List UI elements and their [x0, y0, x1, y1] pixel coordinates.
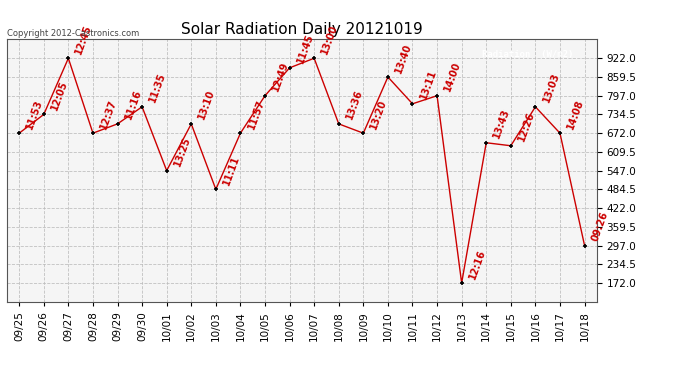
Text: 13:36: 13:36 — [344, 88, 364, 121]
Point — [407, 101, 418, 107]
Text: 11:11: 11:11 — [221, 154, 242, 187]
Point — [161, 168, 172, 174]
Point — [431, 93, 442, 99]
Text: 13:03: 13:03 — [541, 72, 561, 104]
Point — [555, 130, 566, 136]
Text: 13:20: 13:20 — [369, 98, 389, 130]
Text: 11:45: 11:45 — [295, 33, 315, 65]
Text: 11:16: 11:16 — [123, 88, 143, 121]
Text: 12:49: 12:49 — [270, 60, 290, 93]
Point — [186, 121, 197, 127]
Point — [14, 130, 25, 136]
Point — [358, 130, 369, 136]
Point — [579, 243, 590, 249]
Point — [505, 143, 516, 149]
Text: 11:35: 11:35 — [148, 72, 168, 104]
Text: 14:08: 14:08 — [566, 98, 586, 130]
Text: 14:00: 14:00 — [442, 60, 462, 93]
Text: 09:26: 09:26 — [590, 210, 610, 243]
Point — [259, 93, 270, 99]
Text: 11:53: 11:53 — [25, 98, 45, 130]
Text: 13:10: 13:10 — [197, 88, 217, 121]
Point — [235, 130, 246, 136]
Text: 13:43: 13:43 — [492, 107, 512, 140]
Point — [308, 55, 319, 61]
Point — [210, 186, 221, 192]
Text: 13:00: 13:00 — [319, 23, 339, 56]
Point — [38, 111, 49, 117]
Text: 13:40: 13:40 — [393, 42, 413, 74]
Text: 12:26: 12:26 — [516, 110, 536, 143]
Text: 12:37: 12:37 — [99, 98, 119, 130]
Point — [284, 65, 295, 71]
Point — [481, 140, 492, 146]
Text: 11:57: 11:57 — [246, 98, 266, 130]
Point — [333, 121, 344, 127]
Point — [382, 74, 393, 80]
Point — [88, 130, 99, 136]
Text: 13:25: 13:25 — [172, 135, 193, 168]
Point — [456, 280, 467, 286]
Text: 12:45: 12:45 — [74, 23, 94, 56]
Point — [137, 104, 148, 110]
Point — [112, 121, 123, 127]
Text: 12:16: 12:16 — [467, 248, 487, 280]
Point — [63, 55, 74, 61]
Title: Solar Radiation Daily 20121019: Solar Radiation Daily 20121019 — [181, 22, 423, 37]
Point — [530, 104, 541, 110]
Text: Copyright 2012-Castronics.com: Copyright 2012-Castronics.com — [7, 28, 139, 38]
Text: 12:05: 12:05 — [49, 79, 69, 112]
Text: 13:11: 13:11 — [418, 69, 438, 101]
